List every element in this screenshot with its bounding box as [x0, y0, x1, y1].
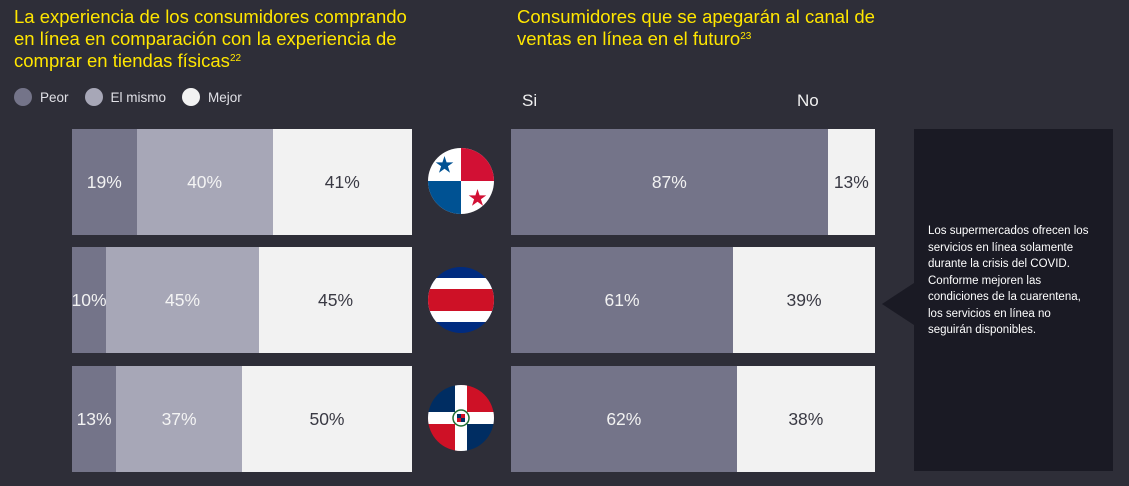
right-segment-no: 38% — [736, 366, 875, 472]
left-bar-costa-rica: 10% 45% 45% — [71, 247, 412, 353]
callout-note: Los supermercados ofrecen los servicios … — [914, 129, 1113, 471]
legend-dot-peor — [14, 88, 32, 106]
left-segment-mejor: 41% — [272, 129, 412, 235]
callout-paragraph-2: Conforme mejoren las condiciones de la c… — [928, 274, 1081, 337]
right-segment-no: 13% — [827, 129, 875, 235]
callout-pointer — [882, 283, 914, 325]
callout-paragraph-1: Los supermercados ofrecen los servicios … — [928, 225, 1089, 270]
left-segment-mejor: 45% — [259, 247, 412, 353]
left-bar-panamá: 19% 40% 41% — [72, 129, 412, 235]
dominican-republic-flag-icon — [428, 385, 494, 451]
legend-label-mismo: El mismo — [110, 89, 167, 105]
left-segment-mejor: 50% — [241, 366, 412, 472]
left-segment-el-mismo: 40% — [136, 129, 273, 235]
right-bar-república-dominicana: 62% 38% — [511, 366, 875, 472]
left-segment-el-mismo: 45% — [106, 247, 259, 353]
right-segment-si: 61% — [511, 247, 734, 353]
legend-item-peor: Peor — [14, 88, 69, 106]
column-header-no: No — [797, 91, 819, 110]
right-segment-no: 39% — [733, 247, 875, 353]
right-segment-si: 87% — [511, 129, 828, 235]
costa-rica-flag-icon — [428, 267, 494, 333]
legend: Peor El mismo Mejor — [14, 88, 258, 106]
legend-label-peor: Peor — [40, 89, 69, 105]
left-segment-el-mismo: 37% — [116, 366, 242, 472]
right-bar-costa-rica: 61% 39% — [511, 247, 875, 353]
legend-item-mismo: El mismo — [84, 88, 167, 106]
left-chart-title: La experiencia de los consumidores compr… — [14, 6, 407, 71]
legend-dot-mismo — [84, 88, 103, 106]
legend-dot-mejor — [182, 88, 201, 106]
left-segment-peor: 19% — [72, 129, 137, 235]
left-segment-peor: 10% — [71, 247, 107, 353]
legend-item-mejor: Mejor — [182, 88, 242, 106]
right-chart-title: Consumidores que se apegarán al canal de… — [517, 6, 875, 49]
right-segment-si: 62% — [511, 366, 737, 472]
right-bar-panamá: 87% 13% — [511, 129, 875, 235]
left-bar-república-dominicana: 13% 37% 50% — [72, 366, 412, 472]
column-header-si: Si — [522, 91, 538, 110]
left-segment-peor: 13% — [72, 366, 117, 472]
legend-label-mejor: Mejor — [208, 89, 242, 105]
panama-flag-icon — [428, 148, 494, 214]
